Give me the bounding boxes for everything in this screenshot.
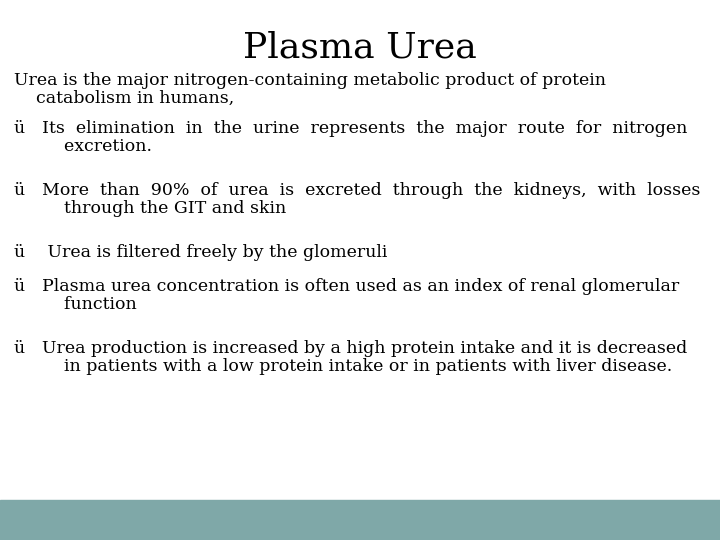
Text: Urea is filtered freely by the glomeruli: Urea is filtered freely by the glomeruli xyxy=(42,244,387,261)
Text: ü: ü xyxy=(14,278,25,295)
Text: catabolism in humans,: catabolism in humans, xyxy=(14,90,234,107)
Text: excretion.: excretion. xyxy=(42,138,152,155)
Text: Urea is the major nitrogen-containing metabolic product of protein: Urea is the major nitrogen-containing me… xyxy=(14,72,606,89)
Text: ü: ü xyxy=(14,244,25,261)
Text: ü: ü xyxy=(14,120,25,137)
Bar xyxy=(0,500,720,540)
Text: through the GIT and skin: through the GIT and skin xyxy=(42,200,287,217)
Text: Plasma urea concentration is often used as an index of renal glomerular: Plasma urea concentration is often used … xyxy=(42,278,679,295)
Text: More  than  90%  of  urea  is  excreted  through  the  kidneys,  with  losses: More than 90% of urea is excreted throug… xyxy=(42,182,701,199)
Text: Plasma Urea: Plasma Urea xyxy=(243,30,477,64)
Text: ü: ü xyxy=(14,340,25,357)
Text: Urea production is increased by a high protein intake and it is decreased: Urea production is increased by a high p… xyxy=(42,340,688,357)
Text: Its  elimination  in  the  urine  represents  the  major  route  for  nitrogen: Its elimination in the urine represents … xyxy=(42,120,688,137)
Text: in patients with a low protein intake or in patients with liver disease.: in patients with a low protein intake or… xyxy=(42,358,672,375)
Text: function: function xyxy=(42,296,137,313)
Text: ü: ü xyxy=(14,182,25,199)
